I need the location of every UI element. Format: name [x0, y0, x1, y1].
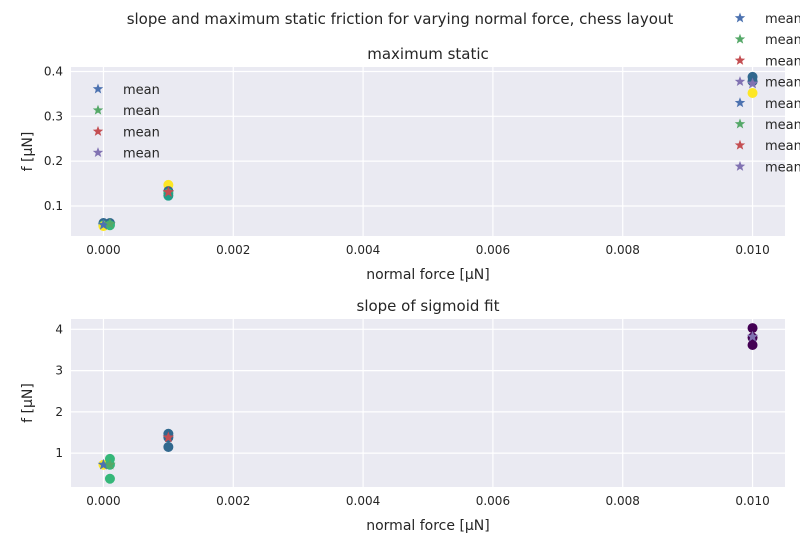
x-tick-label: 0.006 — [476, 494, 510, 508]
plot-area — [71, 67, 785, 236]
plot-area — [71, 319, 785, 487]
y-tick-label: 0.1 — [44, 199, 63, 213]
mean-marker — [97, 458, 110, 470]
legend-label: mean — [765, 33, 800, 48]
mean-marker — [104, 217, 116, 229]
x-tick-label: 0.000 — [86, 243, 120, 257]
legend-marker — [734, 76, 746, 87]
axes-title: slope of sigmoid fit — [357, 297, 500, 315]
y-tick-label: 2 — [55, 405, 63, 419]
legend-label: mean — [123, 125, 160, 140]
legend-marker — [92, 83, 104, 94]
legend-label: mean — [765, 139, 800, 154]
data-point — [747, 88, 758, 98]
x-tick-label: 0.002 — [216, 243, 250, 257]
data-point — [163, 441, 174, 452]
legend-marker — [92, 125, 104, 136]
y-axis-label: f [μN] — [20, 132, 36, 172]
x-tick-label: 0.002 — [216, 494, 250, 508]
legend-marker — [92, 147, 104, 158]
figure-suptitle: slope and maximum static friction for va… — [127, 10, 674, 28]
legend-marker — [734, 54, 746, 65]
legend-label: mean — [765, 12, 800, 27]
axes-title: maximum static — [367, 45, 489, 63]
y-tick-label: 4 — [55, 322, 63, 336]
mean-marker — [104, 458, 116, 470]
legend-label: mean — [765, 54, 800, 69]
mean-marker — [746, 77, 759, 89]
x-tick-label: 0.010 — [735, 243, 769, 257]
axes-slope-of-sigmoid-fit: 0.000 0.002 0.004 0.006 0.008 0.010 1 2 3 4 slope … — [20, 12, 800, 534]
y-tick-label: 0.3 — [44, 109, 63, 123]
mean-marker — [162, 186, 175, 197]
y-tick-label: 1 — [55, 446, 63, 460]
x-tick-label: 0.008 — [606, 243, 640, 257]
x-axis-label: normal force [μN] — [366, 267, 490, 283]
data-point — [747, 340, 758, 351]
legend-marker — [734, 12, 746, 23]
x-axis-label: normal force [μN] — [366, 518, 490, 534]
legend-marker — [734, 33, 746, 44]
legend-marker — [734, 118, 746, 129]
legend-marker — [734, 160, 746, 171]
legend-marker — [734, 139, 746, 150]
mean-marker — [746, 330, 759, 342]
x-tick-label: 0.000 — [86, 494, 120, 508]
legend-label: mean — [765, 160, 800, 175]
x-tick-label: 0.008 — [606, 494, 640, 508]
data-point — [163, 190, 174, 201]
data-point — [104, 473, 115, 484]
y-tick-label: 0.2 — [44, 154, 63, 168]
mean-marker — [162, 431, 175, 443]
y-tick-label: 3 — [55, 364, 63, 378]
axes-maximum-static: 0.000 0.002 0.004 0.006 0.008 0.010 0.1 0.2 0.3 0… — [20, 45, 785, 283]
y-tick-label: 0.4 — [44, 64, 63, 78]
legend-label: mean — [123, 83, 160, 98]
legend: mean mean mean mean — [92, 83, 160, 162]
x-tick-label: 0.004 — [346, 494, 380, 508]
mean-marker — [97, 218, 110, 230]
legend-label: mean — [765, 97, 800, 112]
legend-label: mean — [765, 118, 800, 133]
x-tick-label: 0.004 — [346, 243, 380, 257]
legend-label: mean — [123, 147, 160, 162]
legend-marker — [92, 104, 104, 115]
legend-label: mean — [765, 76, 800, 91]
legend: mean mean mean mean mean mean mean mean — [734, 12, 800, 175]
data-point — [747, 323, 758, 334]
legend-marker — [734, 97, 746, 108]
x-tick-label: 0.006 — [476, 243, 510, 257]
legend-label: mean — [123, 104, 160, 119]
y-axis-label: f [μN] — [20, 383, 36, 423]
x-tick-label: 0.010 — [735, 494, 769, 508]
